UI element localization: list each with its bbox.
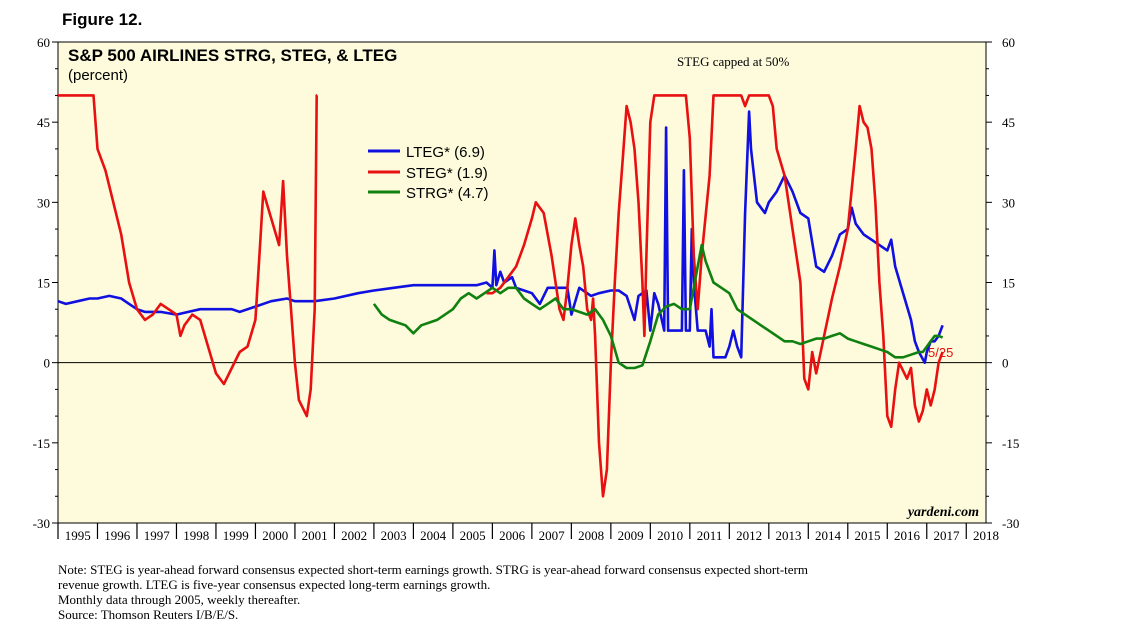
y-tick-label-right: -15	[1002, 436, 1019, 451]
x-tick-label: 2003	[381, 528, 407, 543]
x-tick-label: 2000	[262, 528, 288, 543]
series-lines	[57, 94, 944, 498]
legend: LTEG* (6.9) STEG* (1.9) STRG* (4.7)	[368, 144, 489, 202]
y-tick-label-left: 15	[37, 276, 50, 291]
x-tick-label: 1996	[104, 528, 131, 543]
y-tick-label-right: 0	[1002, 356, 1009, 371]
y-tick-label-right: 60	[1002, 35, 1015, 50]
y-tick-label-left: 30	[37, 195, 50, 210]
note-line: Monthly data through 2005, weekly therea…	[58, 592, 301, 607]
x-tick-label: 1997	[144, 528, 171, 543]
chart-subtitle: (percent)	[68, 67, 128, 84]
x-tick-label: 1998	[183, 528, 209, 543]
x-tick-label: 2015	[855, 528, 881, 543]
x-tick-label: 2007	[539, 528, 566, 543]
series-line-steg	[486, 94, 944, 498]
y-tick-label-left: -15	[33, 436, 50, 451]
x-tick-label: 1995	[65, 528, 91, 543]
legend-label-steg: STEG* (1.9)	[406, 165, 488, 182]
x-tick-label: 2008	[578, 528, 604, 543]
y-tick-label-right: -30	[1002, 516, 1019, 531]
figure-label: Figure 12.	[62, 10, 143, 29]
x-tick-label: 2014	[815, 528, 842, 543]
x-tick-label: 2001	[302, 528, 328, 543]
y-tick-label-left: 45	[37, 115, 50, 130]
x-tick-label: 2005	[460, 528, 486, 543]
watermark: yardeni.com	[906, 505, 979, 520]
x-tick-label: 2009	[618, 528, 644, 543]
legend-label-strg: STRG* (4.7)	[406, 185, 489, 202]
plot-area	[57, 41, 987, 524]
y-tick-label-left: 0	[44, 356, 51, 371]
chart-notes: Note: STEG is year-ahead forward consens…	[58, 562, 958, 622]
note-line: Source: Thomson Reuters I/B/E/S.	[58, 607, 239, 622]
x-tick-label: 2012	[736, 528, 762, 543]
y-tick-label-left: 60	[37, 35, 50, 50]
note-line: revenue growth. LTEG is five-year consen…	[58, 577, 491, 592]
series-line-strg	[372, 243, 944, 370]
x-tick-label: 1999	[223, 528, 249, 543]
x-tick-label: 2016	[894, 528, 921, 543]
x-tick-label: 2006	[499, 528, 526, 543]
axes: -30 -30 -15 -15 0 0 15 15 30 30 45 45 60 60 1995 1996 19…	[33, 35, 1020, 543]
y-tick-label-right: 45	[1002, 115, 1015, 130]
x-tick-label: 2004	[420, 528, 447, 543]
x-tick-label: 2013	[776, 528, 802, 543]
x-tick-label: 2017	[934, 528, 961, 543]
x-tick-label: 2011	[697, 528, 723, 543]
y-tick-label-right: 15	[1002, 276, 1015, 291]
y-tick-label-left: -30	[33, 516, 50, 531]
end-date-label: 5/25	[928, 345, 953, 360]
y-tick-label-right: 30	[1002, 195, 1015, 210]
chart-title: S&P 500 AIRLINES STRG, STEG, & LTEG	[68, 46, 397, 65]
line-chart: -30 -30 -15 -15 0 0 15 15 30 30 45 45 60 60 1995 1996 19…	[33, 35, 1020, 543]
x-tick-label: 2002	[341, 528, 367, 543]
x-tick-label: 2010	[657, 528, 683, 543]
x-tick-label: 2018	[973, 528, 999, 543]
legend-label-lteg: LTEG* (6.9)	[406, 144, 485, 161]
note-line: Note: STEG is year-ahead forward consens…	[58, 562, 808, 577]
cap-annotation: STEG capped at 50%	[677, 54, 789, 69]
series-line-lteg	[57, 110, 944, 364]
series-line-steg	[58, 94, 318, 418]
